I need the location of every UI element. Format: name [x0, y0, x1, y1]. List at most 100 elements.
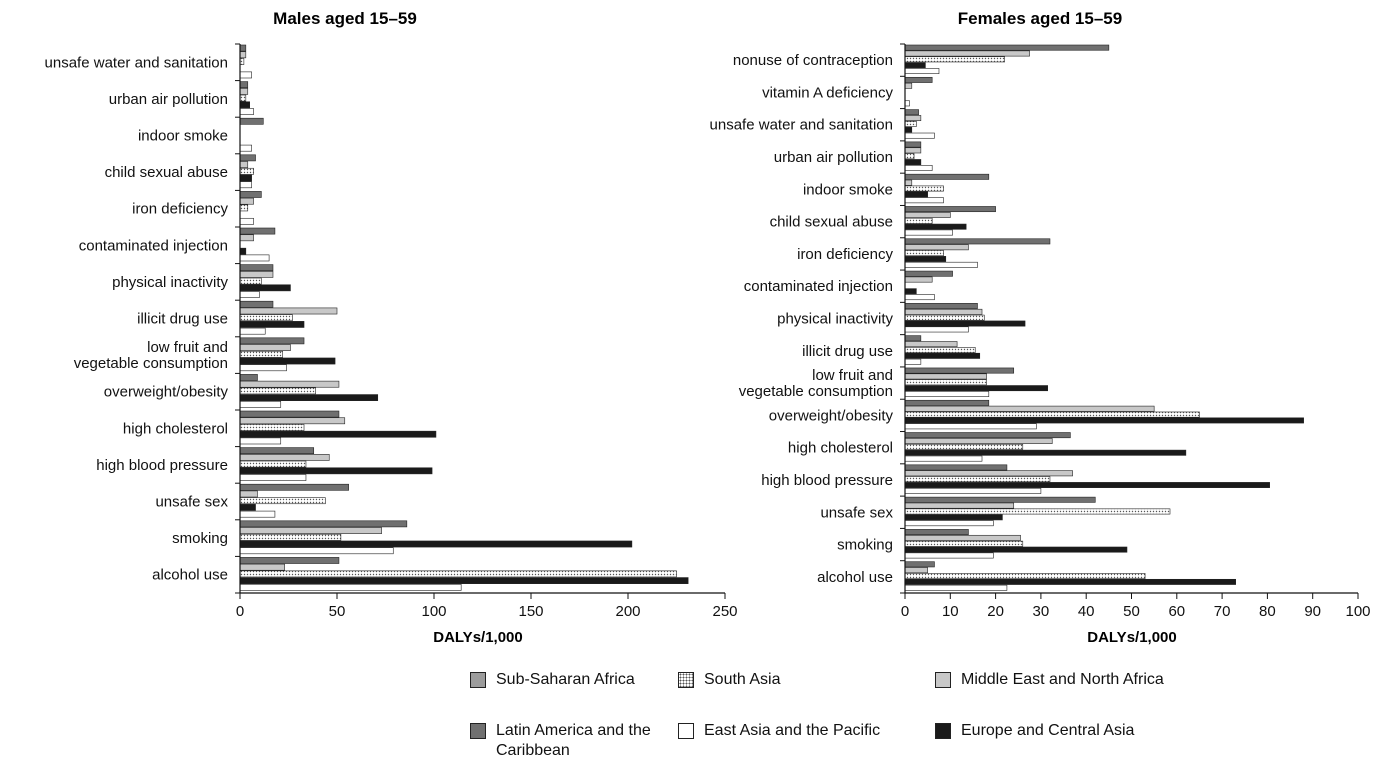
males-x-tick-label-250: 250	[712, 603, 737, 620]
females-bar-alcohol-use-south-asia	[904, 573, 1146, 579]
legend-item-middle-east-north-africa: Middle East and North Africa	[935, 670, 1164, 690]
males-bar-smoking-east-asia-and-the-pacific	[239, 547, 394, 555]
males-bar-contaminated-injection-europe-and-central-asia	[239, 247, 247, 255]
females-bar-low-fruit-and-vegetable-consumption-middle-east-and-north-africa	[904, 373, 987, 380]
males-category-label-iron-deficiency: iron deficiency	[132, 201, 228, 218]
males-bar-high-cholesterol-east-asia-and-the-pacific	[239, 437, 282, 445]
females-x-axis-label: DALYs/1,000	[1087, 629, 1177, 646]
females-bar-iron-deficiency-latin-america-and-the-caribbean	[904, 238, 1051, 245]
females-x-tick-label-40: 40	[1078, 603, 1095, 620]
females-category-label-contaminated-injection: contaminated injection	[744, 278, 893, 295]
males-bar-physical-inactivity-latin-america-and-the-caribbean	[239, 264, 274, 272]
females-bar-alcohol-use-europe-and-central-asia	[904, 578, 1236, 585]
males-bar-physical-inactivity-europe-and-central-asia	[239, 284, 291, 292]
females-bar-indoor-smoke-latin-america-and-the-caribbean	[904, 173, 990, 180]
males-bar-iron-deficiency-south-asia	[239, 204, 249, 212]
females-bar-contaminated-injection-europe-and-central-asia	[904, 288, 917, 295]
females-chart-title: Females aged 15–59	[958, 9, 1122, 28]
females-category-label-urban-air-pollution: urban air pollution	[774, 149, 893, 166]
females-bar-unsafe-sex-latin-america-and-the-caribbean	[904, 496, 1096, 503]
males-bar-overweight-obesity-middle-east-and-north-africa	[239, 380, 340, 388]
females-bar-physical-inactivity-east-asia-and-the-pacific	[904, 326, 969, 333]
females-bar-alcohol-use-middle-east-and-north-africa	[904, 567, 928, 574]
males-chart-panel: Males aged 15–59 DALYs/1,000 unsafe wate…	[45, 9, 738, 646]
males-bar-child-sexual-abuse-latin-america-and-the-caribbean	[239, 154, 256, 162]
females-bar-contaminated-injection-latin-america-and-the-caribbean	[904, 270, 953, 277]
males-bar-low-fruit-and-vegetable-consumption-south-asia	[239, 350, 283, 358]
males-bar-high-cholesterol-europe-and-central-asia	[239, 430, 437, 438]
males-bar-low-fruit-and-vegetable-consumption-latin-america-and-the-caribbean	[239, 337, 305, 345]
males-bar-high-cholesterol-middle-east-and-north-africa	[239, 417, 346, 425]
males-bar-alcohol-use-latin-america-and-the-caribbean	[239, 557, 340, 564]
females-bar-overweight-obesity-europe-and-central-asia	[904, 417, 1304, 424]
males-category-label-high-blood-pressure: high blood pressure	[96, 457, 228, 474]
females-bar-urban-air-pollution-middle-east-and-north-africa	[904, 147, 922, 154]
males-bar-urban-air-pollution-latin-america-and-the-caribbean	[239, 81, 249, 89]
males-bar-child-sexual-abuse-south-asia	[239, 167, 254, 175]
females-bar-low-fruit-and-vegetable-consumption-south-asia	[904, 379, 987, 386]
males-bar-low-fruit-and-vegetable-consumption-middle-east-and-north-africa	[239, 344, 291, 351]
females-bar-nonuse-of-contraception-latin-america-and-the-caribbean	[904, 44, 1110, 51]
legend-swatch-east-asia-pacific	[678, 723, 694, 739]
females-category-label-overweight-obesity: overweight/obesity	[769, 407, 894, 424]
males-category-label-smoking: smoking	[172, 530, 228, 547]
females-bar-urban-air-pollution-east-asia-and-the-pacific	[904, 165, 933, 171]
males-bar-physical-inactivity-east-asia-and-the-pacific	[239, 291, 260, 298]
males-bar-unsafe-sex-europe-and-central-asia	[239, 504, 256, 511]
males-category-label-urban-air-pollution: urban air pollution	[109, 91, 228, 108]
females-bar-child-sexual-abuse-latin-america-and-the-caribbean	[904, 206, 996, 213]
females-bar-illicit-drug-use-middle-east-and-north-africa	[904, 341, 958, 348]
males-category-label-physical-inactivity: physical inactivity	[112, 274, 228, 291]
females-bar-low-fruit-and-vegetable-consumption-latin-america-and-the-caribbean	[904, 367, 1015, 374]
females-bar-contaminated-injection-east-asia-and-the-pacific	[904, 294, 935, 301]
males-bar-high-blood-pressure-latin-america-and-the-caribbean	[239, 447, 315, 455]
males-bar-smoking-europe-and-central-asia	[239, 540, 633, 548]
females-bar-indoor-smoke-middle-east-and-north-africa	[904, 179, 913, 186]
females-chart-panel: Females aged 15–59 DALYs/1,000 nonuse of…	[710, 9, 1371, 646]
females-bar-unsafe-water-and-sanitation-east-asia-and-the-pacific	[904, 132, 935, 139]
females-bar-smoking-europe-and-central-asia	[904, 546, 1128, 553]
females-bar-smoking-south-asia	[904, 540, 1024, 547]
males-bar-unsafe-water-and-sanitation-east-asia-and-the-pacific	[239, 71, 252, 79]
females-bar-unsafe-sex-east-asia-and-the-pacific	[904, 520, 994, 527]
females-bar-physical-inactivity-europe-and-central-asia	[904, 320, 1026, 327]
females-bar-smoking-east-asia-and-the-pacific	[904, 552, 994, 559]
females-category-label-smoking: smoking	[837, 537, 893, 554]
males-category-label-unsafe-water-and-sanitation: unsafe water and sanitation	[45, 54, 228, 71]
females-bar-illicit-drug-use-latin-america-and-the-caribbean	[904, 335, 922, 342]
females-x-tick-label-100: 100	[1345, 603, 1370, 620]
females-x-tick-label-70: 70	[1214, 603, 1231, 620]
females-bar-nonuse-of-contraception-europe-and-central-asia	[904, 62, 926, 69]
males-x-tick-label-50: 50	[329, 603, 346, 620]
males-x-tick-label-0: 0	[236, 603, 244, 620]
males-bar-low-fruit-and-vegetable-consumption-east-asia-and-the-pacific	[239, 364, 287, 372]
females-bar-high-cholesterol-latin-america-and-the-caribbean	[904, 432, 1071, 439]
males-chart-title: Males aged 15–59	[273, 9, 417, 28]
females-bar-iron-deficiency-south-asia	[904, 250, 944, 257]
females-bar-physical-inactivity-south-asia	[904, 314, 985, 321]
males-category-label-alcohol-use: alcohol use	[152, 567, 228, 584]
males-bar-unsafe-sex-middle-east-and-north-africa	[239, 490, 258, 498]
females-bar-unsafe-sex-south-asia	[904, 508, 1171, 515]
females-bar-illicit-drug-use-east-asia-and-the-pacific	[904, 358, 922, 365]
legend-label: Middle East and North Africa	[961, 671, 1164, 688]
females-bar-indoor-smoke-europe-and-central-asia	[904, 191, 928, 198]
legend-swatch-europe-central-asia	[935, 723, 951, 739]
females-bar-vitamin-a-deficiency-latin-america-and-the-caribbean	[904, 76, 933, 83]
females-bar-unsafe-water-and-sanitation-europe-and-central-asia	[904, 126, 913, 133]
females-bar-child-sexual-abuse-middle-east-and-north-africa	[904, 212, 951, 218]
females-bar-nonuse-of-contraception-south-asia	[904, 56, 1005, 63]
females-bar-high-blood-pressure-europe-and-central-asia	[904, 482, 1270, 488]
males-category-label-high-cholesterol: high cholesterol	[123, 420, 228, 437]
females-bar-overweight-obesity-east-asia-and-the-pacific	[904, 423, 1037, 430]
males-bar-high-blood-pressure-south-asia	[239, 460, 307, 468]
males-bar-high-cholesterol-latin-america-and-the-caribbean	[239, 410, 340, 418]
males-bar-iron-deficiency-east-asia-and-the-pacific	[239, 217, 254, 225]
males-bar-high-blood-pressure-middle-east-and-north-africa	[239, 454, 330, 461]
females-bar-child-sexual-abuse-europe-and-central-asia	[904, 223, 967, 230]
males-bar-indoor-smoke-east-asia-and-the-pacific	[239, 144, 252, 152]
females-bar-iron-deficiency-east-asia-and-the-pacific	[904, 261, 978, 268]
males-bar-urban-air-pollution-east-asia-and-the-pacific	[239, 108, 254, 115]
legend-item-sub-saharan-africa: Sub-Saharan Africa	[470, 670, 635, 690]
